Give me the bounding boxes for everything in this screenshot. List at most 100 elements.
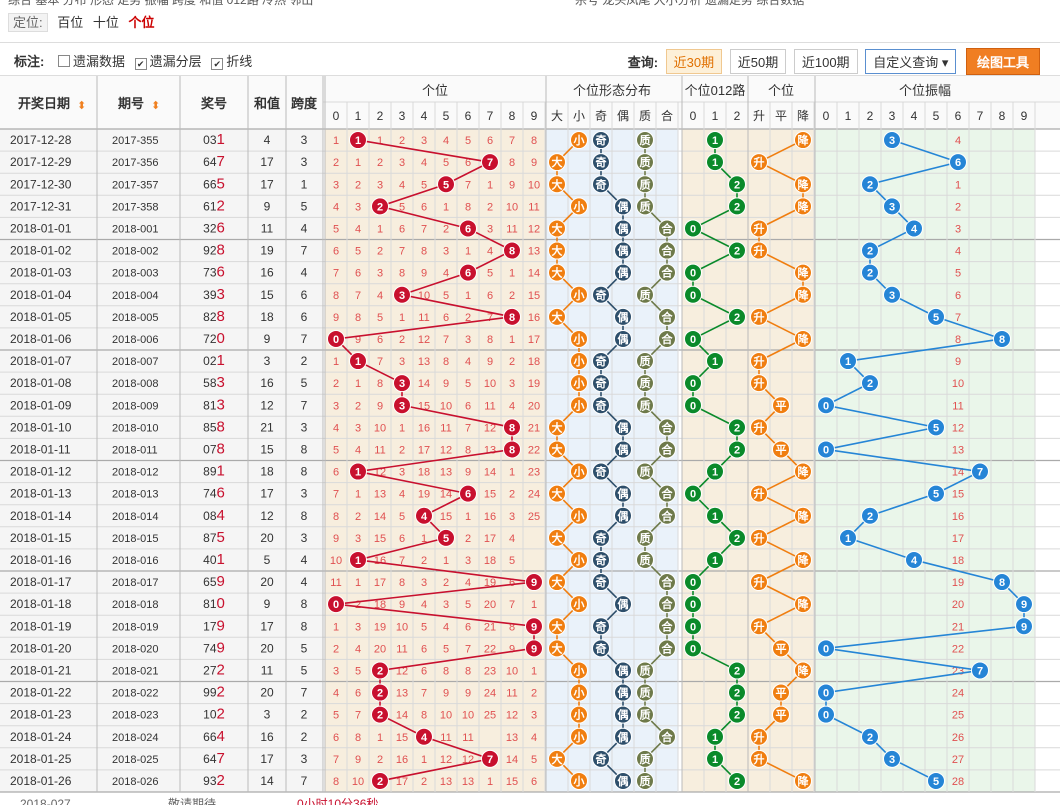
shape-col-header: 质: [639, 109, 651, 123]
amplitude-ball: [1015, 595, 1033, 614]
digit-miss: 10: [506, 665, 518, 677]
winning-number: 928: [203, 242, 225, 259]
draw-date: 2018-01-07: [10, 354, 72, 368]
digit-ball-label: 8: [509, 246, 515, 258]
road-ball: [706, 462, 724, 481]
road-ball: [728, 307, 746, 326]
trend-ball: [750, 573, 768, 592]
digit-miss: 2: [355, 179, 361, 191]
sum-value: 9: [264, 199, 271, 213]
digit-miss: 7: [399, 246, 405, 258]
position-ones[interactable]: 个位: [128, 15, 155, 30]
prime-comp-ball: [658, 219, 676, 238]
recent-50-button[interactable]: 近50期: [729, 49, 787, 74]
digit-miss: 5: [443, 643, 449, 655]
amplitude-ball: [927, 418, 945, 437]
digit-ball: [327, 595, 345, 614]
span-value: 4: [301, 221, 308, 235]
digit-miss: 1: [355, 577, 361, 589]
big-small-ball: [548, 484, 566, 503]
prime-comp-ball: [658, 617, 676, 636]
digit-miss: 1: [509, 334, 515, 346]
road-ball-label: 0: [690, 599, 696, 611]
digit-miss: 8: [333, 776, 339, 788]
sum-value: 17: [260, 752, 274, 766]
digit-miss: 22: [528, 444, 540, 456]
digit-miss: 18: [484, 555, 496, 567]
digit-miss: 24: [484, 688, 496, 700]
custom-query-dropdown[interactable]: 自定义查询 ▾: [865, 49, 957, 74]
digit-miss: 1: [421, 533, 427, 545]
odd-even-ball-label: 奇: [596, 398, 607, 412]
digit-miss: 19: [374, 621, 386, 633]
amp-miss: 4: [955, 135, 961, 147]
digit-col-header: 8: [509, 109, 516, 123]
missing-data-checkbox[interactable]: [57, 55, 70, 67]
digit-miss: 1: [465, 290, 471, 302]
digit-miss: 9: [443, 688, 449, 700]
draw-date: 2018-01-19: [10, 619, 72, 633]
big-small-ball: [570, 329, 588, 348]
prime-comp-ball-label: 合: [662, 310, 674, 324]
polyline-checkbox[interactable]: ✔: [211, 58, 224, 70]
road-ball: [684, 484, 702, 503]
digit-miss: 8: [355, 732, 361, 744]
sum-value: 14: [260, 774, 274, 788]
digit-miss: 11: [506, 688, 517, 700]
road-ball: [728, 661, 746, 680]
draw-date: 2018-01-21: [10, 663, 72, 677]
recent-100-button[interactable]: 近100期: [793, 49, 858, 74]
digit-miss: 2: [377, 157, 383, 169]
digit-miss: 10: [440, 710, 452, 722]
position-hundreds[interactable]: 百位: [57, 15, 84, 30]
span-value: 5: [301, 376, 308, 390]
analysis-nav-links[interactable]: 综合 基本 分布 形态 走势 振幅 跨度 和值 012路 冷热 邻出: [8, 0, 314, 7]
digit-miss: 6: [487, 135, 493, 147]
big-small-ball-label: 小: [573, 332, 585, 346]
big-small-ball-label: 大: [552, 266, 563, 280]
trend-ball-label: 升: [754, 730, 765, 744]
digit-miss: 10: [484, 378, 496, 390]
digit-miss: 2: [399, 444, 405, 456]
big-small-ball-label: 大: [552, 752, 563, 766]
span-value: 8: [301, 619, 308, 633]
digit-miss: 4: [377, 290, 383, 302]
prime-comp-ball-label: 合: [662, 420, 674, 434]
digit-miss: 24: [528, 489, 540, 501]
digit-miss: 8: [531, 135, 537, 147]
digit-col-header: 3: [399, 109, 406, 123]
winning-number: 749: [203, 639, 225, 656]
digit-miss: 4: [421, 157, 427, 169]
amplitude-ball-label: 4: [911, 223, 918, 235]
odd-even-ball-label: 偶: [618, 420, 629, 434]
digit-miss: 1: [355, 378, 361, 390]
sum-value: 9: [264, 597, 271, 611]
digit-miss: 9: [377, 400, 383, 412]
position-tens[interactable]: 十位: [92, 15, 119, 30]
digit-miss: 11: [440, 732, 451, 744]
draw-tool-button[interactable]: 绘图工具: [965, 48, 1040, 75]
draw-date: 2018-01-24: [10, 730, 72, 744]
span-value: 8: [301, 465, 308, 479]
amp-miss: 25: [952, 710, 964, 722]
missing-layer-checkbox[interactable]: ✔: [134, 58, 147, 70]
trend-ball-label: 平: [776, 642, 787, 655]
trend-ball: [750, 241, 768, 260]
big-small-ball-label: 小: [573, 663, 585, 677]
digit-miss: 12: [418, 334, 430, 346]
draw-date: 2018-01-12: [10, 465, 72, 479]
odd-even-ball-label: 奇: [596, 575, 607, 589]
span-value: 5: [301, 641, 308, 655]
trend-col-header: 平: [775, 109, 787, 123]
road-ball-label: 2: [734, 246, 740, 258]
digit-miss: 15: [506, 776, 518, 788]
digit-miss: 13: [528, 246, 540, 258]
recent-30-button[interactable]: 近30期: [665, 49, 723, 74]
digit-miss: 16: [484, 511, 496, 523]
digit-miss: 6: [355, 268, 361, 280]
digit-miss: 9: [465, 688, 471, 700]
span-value: 6: [301, 288, 308, 302]
trend-ball-label: 降: [798, 774, 810, 788]
analysis-nav-links-right[interactable]: 杀号 龙头凤尾 大小分析 遗漏走势 综合数据: [575, 0, 805, 7]
trend-ball: [794, 131, 812, 150]
